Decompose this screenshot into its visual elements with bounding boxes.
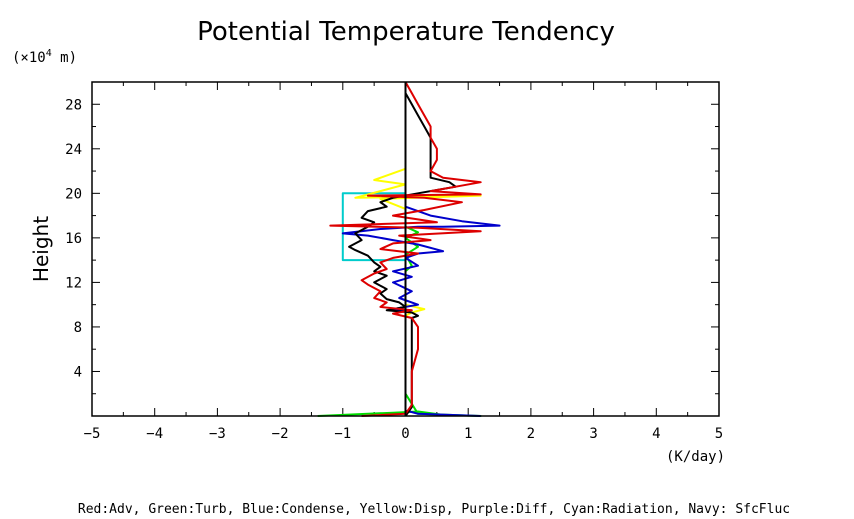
x-tick-label: 2 [527,426,535,442]
y-tick-label: 16 [65,231,82,247]
y-tick-label: 20 [65,186,82,202]
series-line-1 [354,142,482,416]
series-line-4 [348,82,457,417]
x-tick-label: −3 [209,426,226,442]
y-unit-label: (×104 m) [12,48,77,66]
x-tick-label: −4 [146,426,163,442]
legend-caption: Red:Adv, Green:Turb, Blue:Condense, Yell… [78,502,790,517]
x-tick-label: −1 [334,426,351,442]
series-line-5 [329,81,482,417]
series-line-3 [341,82,501,417]
x-tick-label: 0 [401,426,409,442]
x-tick-label: 4 [652,426,660,442]
chart-title: Potential Temperature Tendency [197,17,615,47]
x-axis-label: (K/day) [666,449,725,465]
x-tick-label: −2 [272,426,289,442]
x-tick-label: −5 [84,426,101,442]
y-tick-label: 28 [65,97,82,113]
x-tick-label: 1 [464,426,472,442]
x-tick-label: 3 [589,426,597,442]
y-tick-label: 12 [65,275,82,291]
plot-frame [91,81,720,417]
y-tick-label: 24 [65,142,82,158]
x-tick-label: 5 [715,426,723,442]
y-axis-label: Height [29,216,53,282]
y-tick-label: 8 [74,320,82,336]
y-tick-label: 4 [74,364,82,380]
